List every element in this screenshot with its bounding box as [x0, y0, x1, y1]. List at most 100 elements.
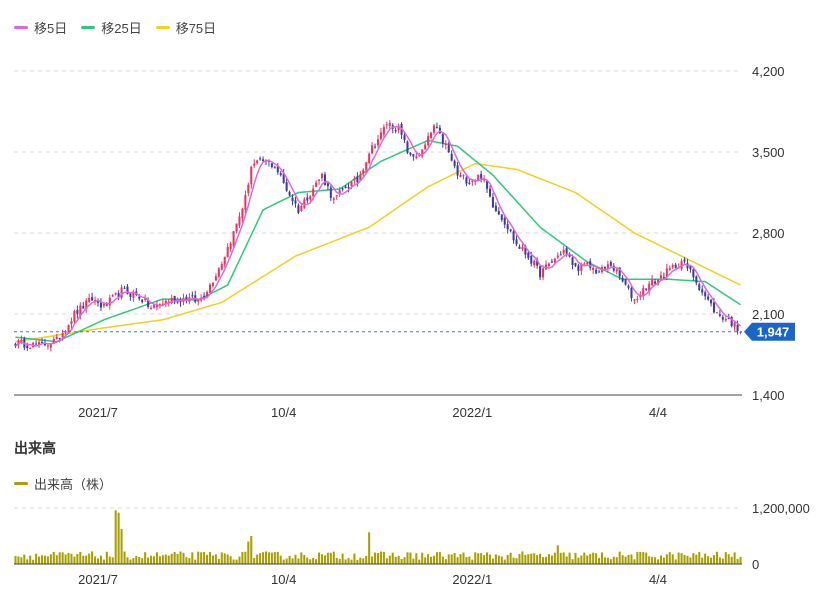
- volume-bar: [712, 555, 716, 564]
- candle-body: [447, 145, 450, 153]
- legend-ma75[interactable]: 移75日: [155, 18, 216, 37]
- volume-bar: [477, 553, 480, 564]
- volume-bar: [173, 551, 176, 564]
- volume-bar: [718, 557, 721, 564]
- candle-body: [612, 265, 615, 271]
- volume-bar: [126, 557, 129, 564]
- volume-bar: [188, 558, 191, 564]
- candle-body: [247, 184, 250, 193]
- candle-body: [282, 173, 285, 183]
- candle-body: [285, 182, 288, 191]
- volume-legend-label: 出来高（株）: [34, 477, 113, 492]
- candle-body: [412, 154, 415, 157]
- candle-body: [279, 173, 282, 176]
- legend-ma25[interactable]: 移25日: [81, 18, 142, 37]
- volume-bar: [406, 552, 409, 564]
- candle-body: [533, 260, 536, 266]
- candle-body: [512, 231, 515, 241]
- candle-body: [427, 136, 430, 146]
- candle-body: [530, 255, 533, 264]
- candle-body: [270, 163, 273, 168]
- candle-body: [91, 297, 94, 301]
- volume-x-tick-label: 2021/7: [78, 572, 118, 587]
- candle-body: [152, 305, 156, 308]
- candle-body: [79, 305, 82, 316]
- candle-body: [654, 281, 657, 284]
- legend-ma5[interactable]: 移5日: [14, 18, 67, 37]
- volume-bar: [306, 557, 309, 564]
- candle-body: [229, 243, 232, 249]
- candle-body: [197, 300, 200, 302]
- volume-bar: [441, 556, 444, 564]
- candle-body: [347, 187, 350, 189]
- candle-body: [214, 276, 217, 281]
- volume-bar: [300, 552, 303, 564]
- candle-body: [471, 180, 474, 183]
- ma75-line: [15, 162, 741, 343]
- y-tick-label: 3,500: [752, 145, 785, 160]
- volume-bar: [371, 556, 374, 564]
- volume-bar: [550, 555, 553, 564]
- candle-body: [388, 122, 391, 126]
- candle-body: [733, 322, 736, 327]
- candle-body: [421, 149, 424, 157]
- candle-body: [102, 303, 105, 306]
- candle-body: [739, 331, 742, 333]
- y-tick-label: 2,800: [752, 226, 785, 241]
- volume-bar: [64, 554, 67, 564]
- candle-body: [132, 293, 135, 298]
- volume-legend[interactable]: 出来高（株）: [14, 474, 112, 493]
- volume-bar: [465, 557, 468, 564]
- volume-bar: [701, 557, 704, 564]
- candle-body: [329, 187, 332, 198]
- volume-bar: [144, 552, 147, 564]
- candle-body: [415, 156, 418, 159]
- volume-bar: [580, 555, 583, 564]
- candle-body: [718, 314, 721, 316]
- volume-bar: [553, 552, 556, 564]
- volume-x-tick-label: 4/4: [649, 572, 667, 587]
- candle-body: [553, 258, 556, 263]
- candle-body: [309, 196, 312, 200]
- candle-body: [49, 344, 52, 348]
- volume-bar: [49, 554, 52, 564]
- candle-body: [695, 276, 698, 283]
- volume-bar: [297, 558, 300, 564]
- candle-body: [704, 292, 707, 297]
- candle-body: [94, 299, 97, 302]
- chart-legend: 移5日 移25日 移75日: [14, 18, 216, 37]
- volume-bar: [226, 554, 229, 564]
- candle-body: [648, 283, 651, 292]
- volume-bar: [185, 557, 188, 564]
- candle-body: [256, 160, 259, 163]
- volume-bar: [595, 553, 598, 564]
- candle-body: [636, 299, 639, 301]
- candle-body: [35, 343, 38, 345]
- volume-chart: 1,200,000 0 2021/7 10/4 2022/1 4/4: [14, 501, 810, 587]
- candle-body: [120, 287, 123, 298]
- volume-bar: [312, 557, 315, 564]
- candle-body: [491, 197, 494, 208]
- candle-body: [315, 182, 318, 187]
- volume-bar: [459, 554, 462, 564]
- volume-bar: [320, 554, 324, 564]
- candle-body: [441, 133, 444, 144]
- volume-bar: [462, 552, 465, 564]
- candle-body: [273, 167, 276, 169]
- candle-body: [217, 268, 220, 277]
- volume-bar: [326, 552, 329, 564]
- volume-bar: [332, 551, 335, 564]
- candle-body: [138, 296, 141, 299]
- volume-bar: [488, 554, 492, 564]
- candle-body: [70, 321, 73, 324]
- volume-bar: [668, 552, 671, 564]
- volume-bar: [141, 558, 144, 564]
- volume-bar: [91, 551, 94, 564]
- candle-body: [689, 266, 692, 270]
- volume-bar: [592, 552, 595, 564]
- volume-bar: [303, 554, 306, 564]
- candle-body: [99, 302, 102, 308]
- volume-bar: [350, 559, 353, 564]
- candle-body: [630, 288, 633, 299]
- volume-bar: [727, 554, 730, 564]
